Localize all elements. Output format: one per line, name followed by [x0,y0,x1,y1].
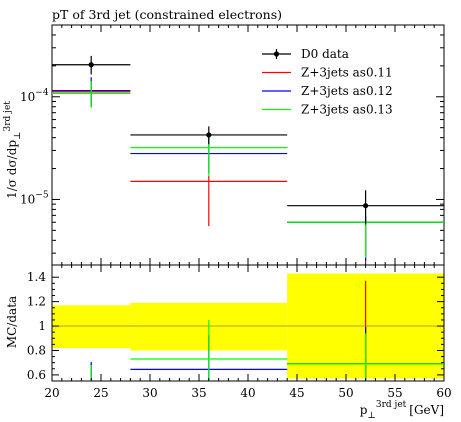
ratio-panel: 0.6 0.8 1 1.2 1.4 MC/data 20 25 30 35 40 45 50 55 60… [5,264,452,421]
y-tick-label: 0.8 [27,343,46,357]
ratio-y-ticks: 0.6 0.8 1 1.2 1.4 [27,270,444,382]
x-tick-label: 35 [191,386,206,400]
main-plot-frame [51,24,445,266]
main-panel: 10−5 10−4 1/σ dσ/dp⊥3rd jet D0 data Z+3jet… [3,24,445,266]
x-tick-label: 20 [44,386,59,400]
y-tick-label: 1.2 [27,295,46,309]
x-tick-label: 40 [240,386,255,400]
data-point [206,132,212,138]
legend: D0 data Z+3jets as0.11 Z+3jets as0.12 Z+3je… [262,47,393,117]
chart-title: pT of 3rd jet (constrained electrons) [52,7,282,22]
legend-label: Z+3jets as0.13 [301,103,393,117]
data-point [363,203,369,209]
x-tick-label: 60 [436,386,451,400]
legend-label: Z+3jets as0.11 [301,66,393,80]
y-tick-label: 1 [38,319,46,333]
main-marks [52,55,444,264]
legend-label: D0 data [301,47,349,61]
main-y-ticks: 10−5 10−4 [20,24,445,265]
main-y-axis-label: 1/σ dσ/dp⊥3rd jet [3,101,23,199]
y-tick-label: 0.6 [27,368,46,382]
legend-label: Z+3jets as0.12 [301,84,393,98]
x-axis-label: p⊥3rd jet [GeV] [360,400,444,421]
ratio-marks [90,280,444,381]
ratio-y-axis-label: MC/data [5,296,19,348]
y-tick-label: 1.4 [27,270,46,284]
x-tick-label: 55 [387,386,402,400]
x-axis-ticks: 20 25 30 35 40 45 50 55 60 [44,265,452,400]
band-segment [52,305,131,349]
y-tick-label: 10−4 [20,88,49,104]
x-tick-label: 30 [142,386,157,400]
x-tick-label: 25 [93,386,108,400]
legend-swatch [273,51,280,57]
x-tick-label: 45 [289,386,304,400]
data-point [88,62,94,68]
y-tick-label: 10−5 [20,190,49,206]
x-tick-label: 50 [338,386,353,400]
data-uncertainty-band [52,273,444,379]
